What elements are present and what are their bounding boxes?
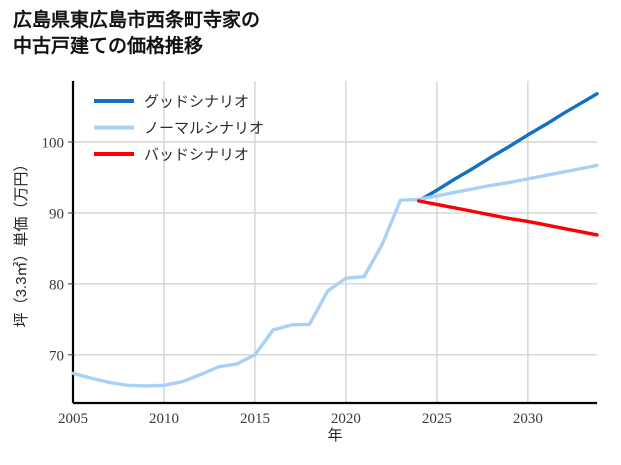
legend-label: バッドシナリオ [144, 148, 249, 164]
chart-title: 広島県東広島市西条町寺家の 中古戸建ての価格推移 [13, 10, 261, 58]
data-series-layer [71, 92, 599, 388]
plot-frame [71, 81, 597, 405]
gridlines [73, 81, 597, 403]
x-tick-label: 2020 [331, 411, 361, 427]
x-tick-label: 2030 [513, 411, 543, 427]
y-axis-title: 坪（3.3㎡）単価（万円） [13, 157, 30, 328]
y-tick-label: 100 [42, 136, 65, 152]
x-tick-label: 2005 [58, 411, 88, 427]
x-tick-label: 2015 [240, 411, 270, 427]
x-axis-title: 年 [327, 427, 342, 444]
legend-label: ノーマルシナリオ [144, 121, 264, 137]
x-tick-label: 2025 [422, 411, 452, 427]
x-tick-label: 2010 [149, 411, 179, 427]
series-line [416, 92, 599, 203]
y-tick-label: 80 [49, 277, 64, 293]
series-line [71, 163, 599, 388]
y-tick-label: 90 [49, 206, 64, 222]
y-axis-ticks: 70 80 90 100 [42, 136, 73, 364]
x-axis-ticks: 2005 2010 2015 2020 2025 2030 [58, 411, 543, 427]
y-tick-label: 70 [49, 348, 64, 364]
legend-label: グッドシナリオ [144, 94, 249, 111]
series-line [416, 199, 599, 237]
